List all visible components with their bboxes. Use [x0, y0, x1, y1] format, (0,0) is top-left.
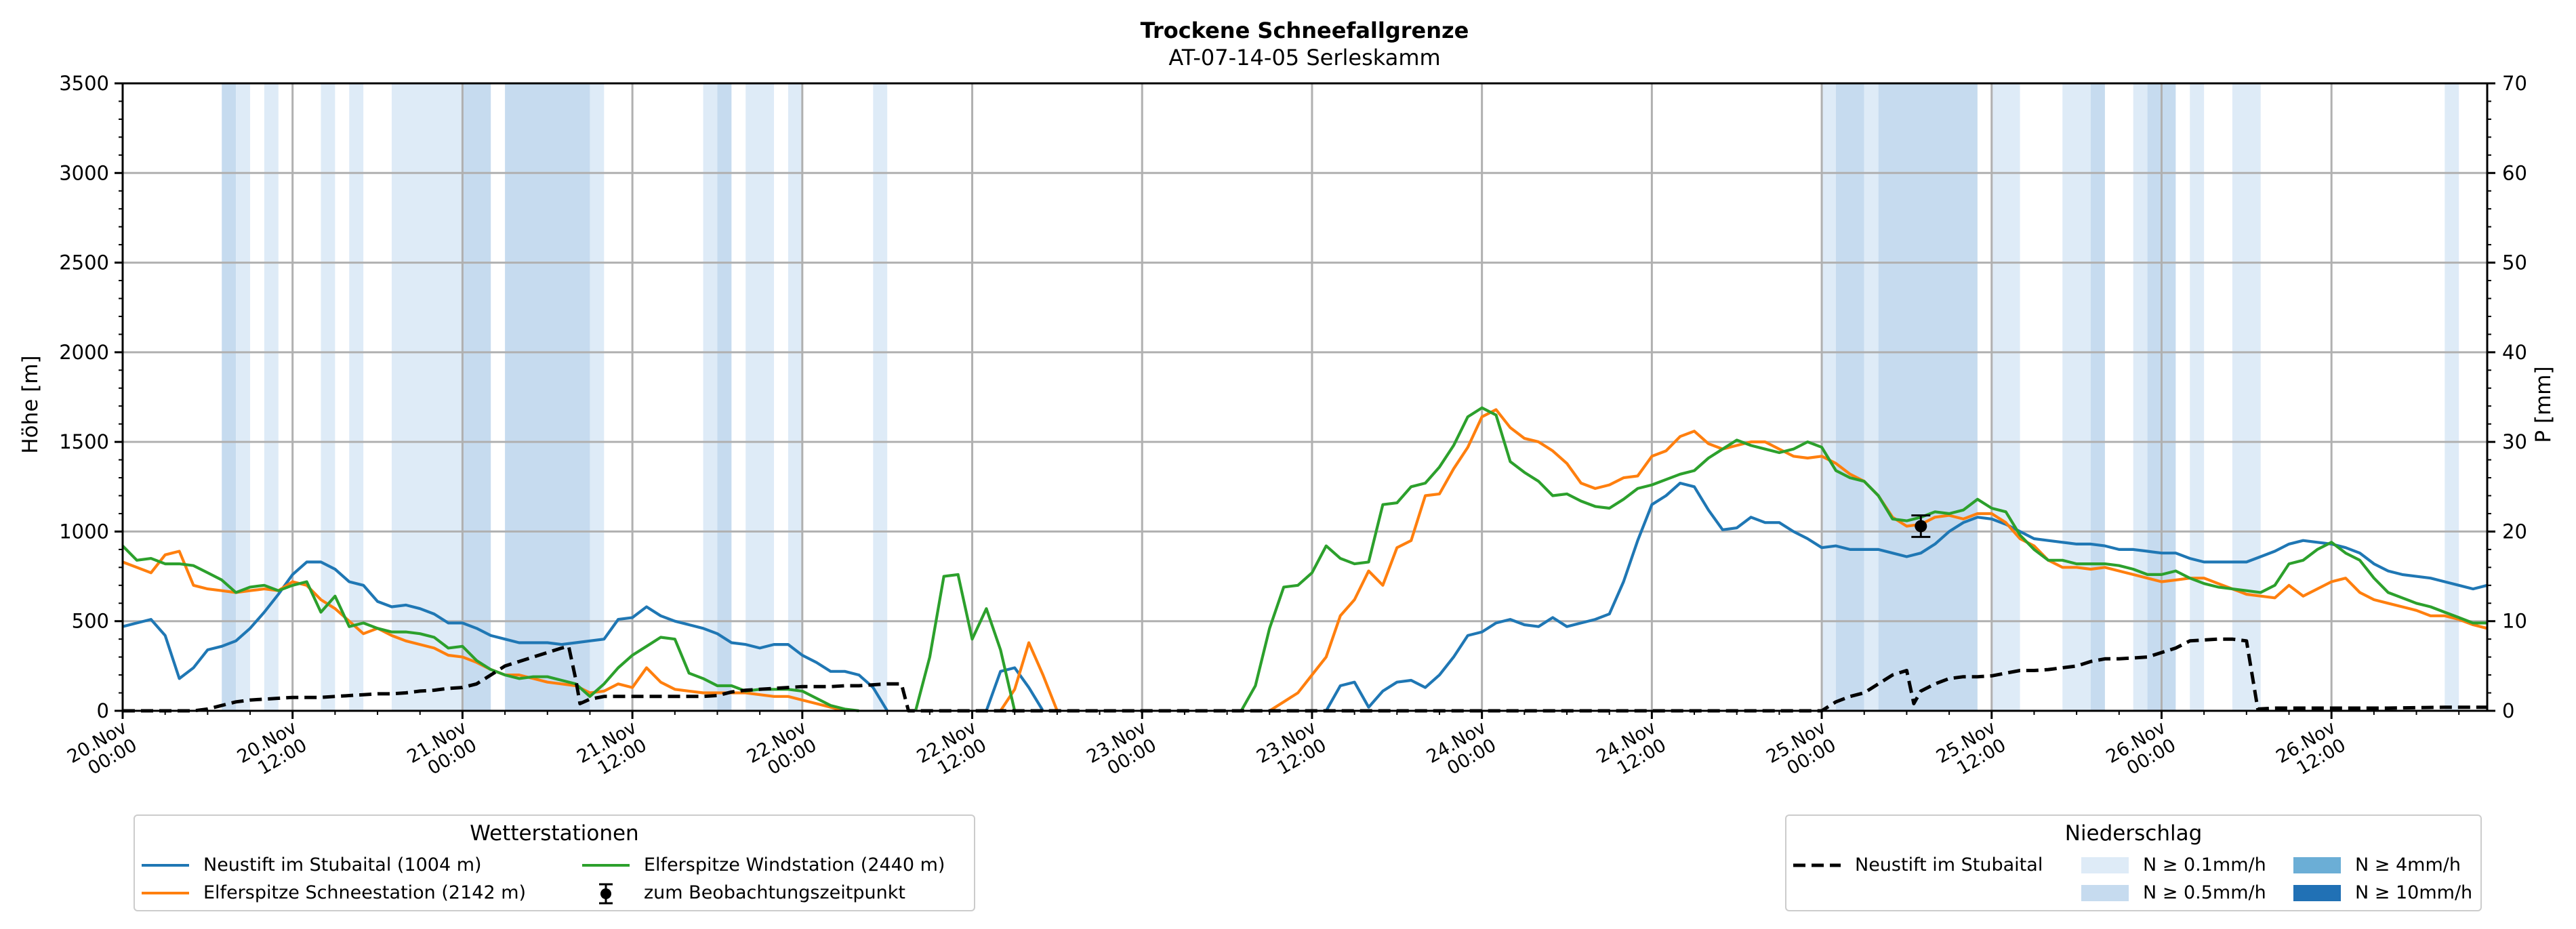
precip-band: [590, 83, 605, 711]
x-tick-label: 25.Nov00:00: [1763, 717, 1839, 785]
y-tick-label-left: 2500: [59, 251, 109, 274]
precip-band: [2091, 83, 2105, 711]
precip-band: [1864, 83, 1879, 711]
x-tick-label: 24.Nov00:00: [1423, 717, 1500, 785]
precip-band: [2445, 83, 2459, 711]
y-axis-label-right: P [mm]: [2531, 366, 2556, 442]
precip-band: [222, 83, 237, 711]
precip-band: [236, 83, 251, 711]
precip-bands: [222, 83, 2459, 711]
y-tick-label-right: 50: [2502, 251, 2527, 274]
precip-band: [1822, 83, 1836, 711]
precip-band: [788, 83, 802, 711]
precip-band: [2062, 83, 2091, 711]
chart-title: Trockene Schneefallgrenze: [1141, 18, 1469, 43]
y-tick-label-left: 3000: [59, 161, 109, 184]
y-tick-label-right: 70: [2502, 72, 2527, 95]
x-tick-label: 23.Nov00:00: [1083, 717, 1160, 785]
x-tick-label: 26.Nov00:00: [2103, 717, 2180, 785]
precip-band: [391, 83, 463, 711]
precip-band: [2133, 83, 2148, 711]
y-tick-label-left: 3500: [59, 72, 109, 95]
x-tick-label: 24.Nov12:00: [1593, 717, 1670, 785]
y-tick-label-left: 2000: [59, 341, 109, 364]
x-tick-label: 20.Nov00:00: [64, 717, 140, 785]
x-tick-label: 23.Nov12:00: [1253, 717, 1330, 785]
precip-band: [505, 83, 590, 711]
x-tick-label: 21.Nov12:00: [573, 717, 650, 785]
legend-precip-title: Niederschlag: [2064, 821, 2203, 846]
y-tick-label-right: 0: [2502, 699, 2514, 722]
precip-band: [1835, 83, 1864, 711]
legend-precip: Niederschlag Neustift im Stubaital N ≥ 0…: [1785, 814, 2482, 911]
observation-marker: [1915, 520, 1927, 533]
x-tick-label: 22.Nov00:00: [743, 717, 820, 785]
precip-band: [462, 83, 491, 711]
y-tick-label-right: 60: [2502, 161, 2527, 184]
series-line-schneestation: [999, 641, 1059, 712]
precip-band: [745, 83, 775, 711]
x-tick-label: 25.Nov12:00: [1933, 717, 2009, 785]
series-line-precip: [123, 637, 2487, 713]
series-line-windstation: [1240, 406, 2487, 712]
series-line-neustift: [122, 560, 888, 712]
x-tick-label: 26.Nov12:00: [2272, 717, 2349, 785]
precip-band: [717, 83, 732, 711]
series-line-neustift: [985, 666, 1044, 712]
precip-band: [2232, 83, 2261, 711]
y-tick-label-left: 500: [72, 610, 109, 633]
precip-band: [349, 83, 364, 711]
precip-band: [873, 83, 888, 711]
y-tick-label-left: 1500: [59, 430, 109, 453]
legend-stations-title: Wetterstationen: [470, 821, 639, 846]
series-line-windstation: [914, 573, 1017, 711]
precip-band: [1878, 83, 1978, 711]
series-line-windstation: [121, 545, 859, 713]
precip-band: [264, 83, 279, 711]
legend-stations: Wetterstationen Neustift im Stubaital (1…: [134, 814, 975, 911]
plot-frame: [121, 82, 2489, 712]
precip-band: [1991, 83, 2020, 711]
x-tick-label: 20.Nov12:00: [234, 717, 310, 785]
y-tick-label-left: 0: [97, 699, 109, 722]
series-line-neustift: [1324, 481, 2488, 712]
x-tick-label: 22.Nov12:00: [914, 717, 990, 785]
chart-subtitle: AT-07-14-05 Serleskamm: [1168, 45, 1440, 70]
y-tick-label-left: 1000: [59, 520, 109, 543]
series-lines: [121, 406, 2488, 713]
precip-band: [2190, 83, 2205, 711]
y-tick-label-right: 10: [2502, 610, 2527, 633]
y-tick-label-right: 20: [2502, 520, 2527, 543]
y-tick-label-right: 30: [2502, 430, 2527, 453]
x-tick-label: 21.Nov00:00: [404, 717, 481, 785]
precip-band: [321, 83, 335, 711]
precip-band: [703, 83, 718, 711]
y-tick-label-right: 40: [2502, 341, 2527, 364]
y-axis-label-left: Höhe [m]: [18, 355, 43, 453]
